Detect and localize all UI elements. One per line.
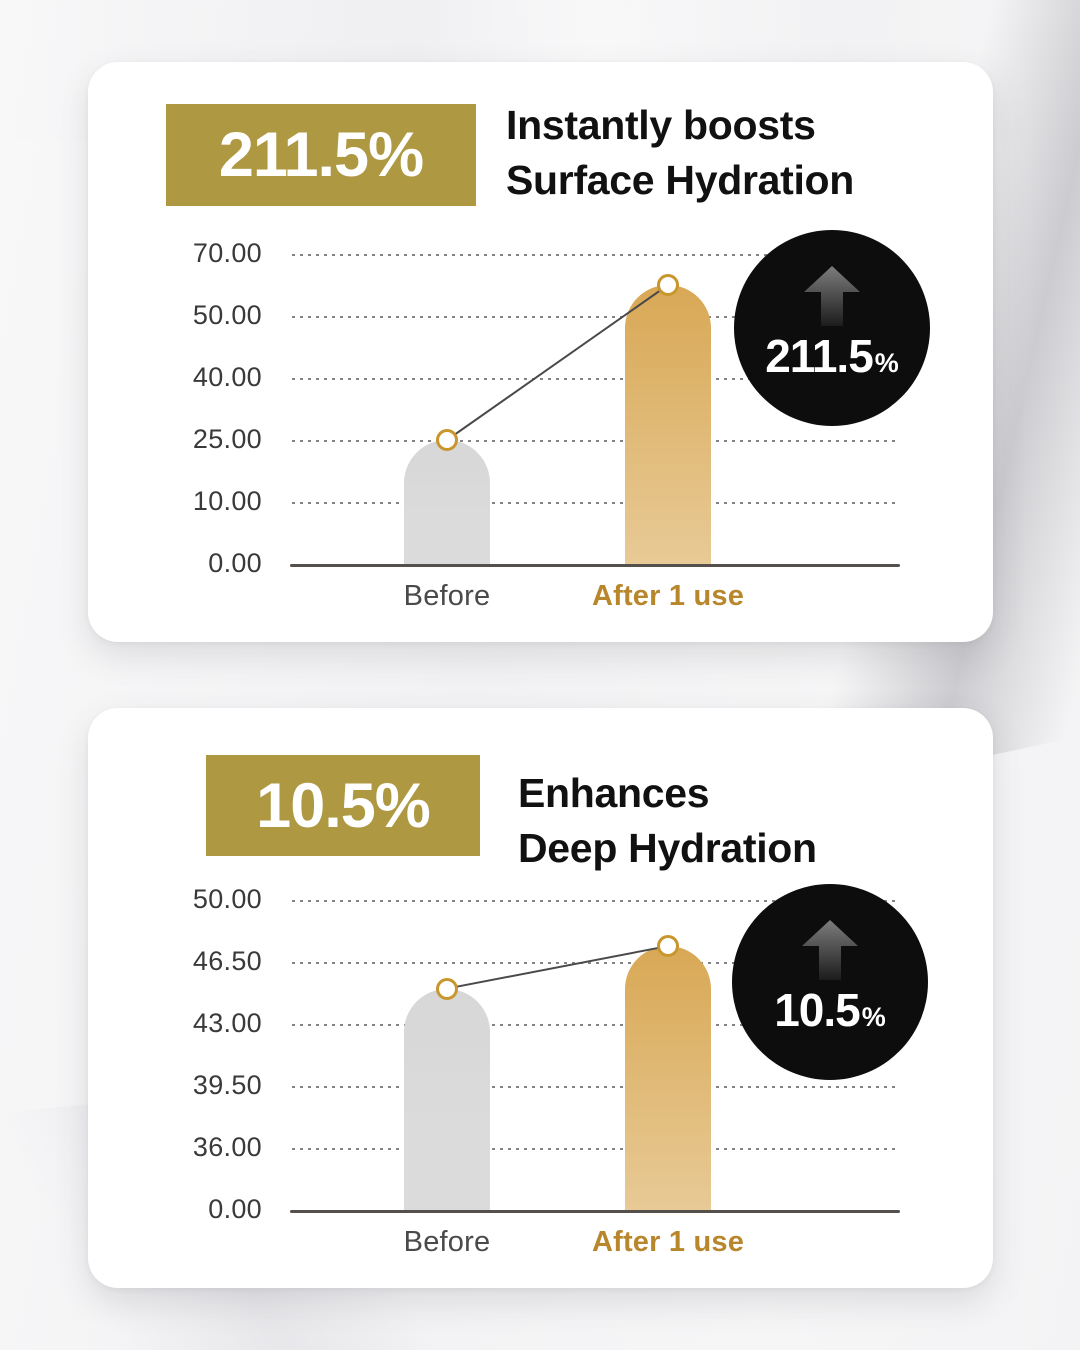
- y-axis-tick-label: 36.00: [192, 1131, 262, 1162]
- data-point-marker: [436, 977, 458, 1000]
- increase-value: 10.5%: [774, 984, 886, 1036]
- x-label-after: After 1 use: [591, 1226, 745, 1258]
- gridline: [292, 1148, 898, 1150]
- stat-badge: 211.5%: [166, 104, 476, 206]
- y-axis-tick-label: 50.00: [192, 883, 262, 914]
- card-title: Instantly boosts Surface Hydration: [506, 98, 854, 208]
- title-line-2: Deep Hydration: [518, 825, 817, 871]
- y-axis-tick-label: 40.00: [192, 361, 262, 392]
- x-label-before: Before: [403, 1226, 491, 1258]
- card-surface-hydration: 211.5% Instantly boosts Surface Hydratio…: [88, 62, 993, 642]
- y-axis-tick-label: 25.00: [192, 423, 262, 454]
- increase-badge: 211.5%: [734, 230, 930, 426]
- bar-before: [404, 440, 490, 564]
- x-axis-line: [290, 1210, 900, 1213]
- x-label-before: Before: [403, 580, 491, 612]
- title-line-2: Surface Hydration: [506, 157, 855, 203]
- x-label-after: After 1 use: [591, 580, 745, 612]
- gridline: [292, 502, 898, 504]
- bar-after: [625, 946, 711, 1210]
- y-axis-tick-label: 50.00: [192, 299, 262, 330]
- y-axis-tick-label: 70.00: [192, 237, 262, 268]
- data-point-marker: [657, 935, 679, 958]
- stat-badge: 10.5%: [206, 755, 480, 856]
- data-point-marker: [657, 274, 679, 296]
- card-title: Enhances Deep Hydration: [518, 766, 817, 876]
- up-arrow-icon: [802, 920, 858, 980]
- bar-after: [625, 285, 711, 564]
- increase-badge: 10.5%: [732, 884, 928, 1080]
- y-axis-tick-label: 39.50: [192, 1069, 262, 1100]
- gridline: [292, 900, 898, 902]
- y-axis-tick-label: 0.00: [208, 1193, 262, 1224]
- x-axis-line: [290, 564, 900, 567]
- gridline: [292, 254, 898, 256]
- increase-value: 211.5%: [765, 330, 899, 382]
- gridline: [292, 1024, 898, 1026]
- up-arrow-icon: [804, 266, 860, 326]
- y-axis-tick-label: 0.00: [208, 547, 262, 578]
- title-line-1: Enhances: [518, 770, 710, 816]
- card-deep-hydration: 10.5% Enhances Deep Hydration 50.00 46.50…: [88, 708, 993, 1288]
- gridline: [292, 440, 898, 442]
- bar-chart-surface-hydration: 70.00 50.00 40.00 25.00 10.00 0.00 Before After…: [88, 62, 993, 642]
- title-line-1: Instantly boosts: [506, 102, 816, 148]
- bar-before: [404, 988, 490, 1210]
- y-axis-tick-label: 10.00: [192, 485, 262, 516]
- y-axis-tick-label: 43.00: [192, 1007, 262, 1038]
- bar-chart-deep-hydration: 50.00 46.50 43.00 39.50 36.00 0.00 Before After…: [88, 708, 993, 1288]
- gridline: [292, 1086, 898, 1088]
- data-point-marker: [436, 429, 458, 451]
- y-axis-tick-label: 46.50: [192, 945, 262, 976]
